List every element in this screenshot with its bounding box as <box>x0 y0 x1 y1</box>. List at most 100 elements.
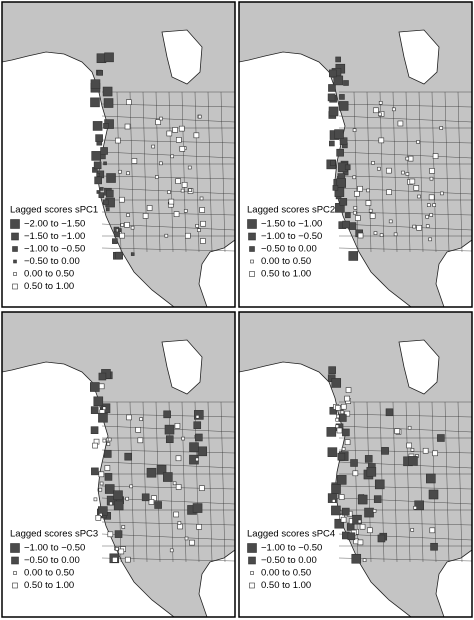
site-marker <box>330 160 336 166</box>
site-marker <box>407 425 412 430</box>
site-marker <box>112 238 118 244</box>
site-marker <box>377 166 381 171</box>
site-marker <box>366 467 377 477</box>
hudson-bay <box>161 29 203 85</box>
site-marker <box>341 447 346 451</box>
site-marker <box>131 158 138 164</box>
site-marker <box>126 171 130 176</box>
site-marker <box>378 112 382 117</box>
site-marker <box>336 414 340 419</box>
site-marker <box>394 428 401 434</box>
site-marker <box>328 84 336 92</box>
border-line <box>155 91 161 253</box>
site-marker <box>98 372 107 381</box>
border-line <box>392 91 398 253</box>
site-marker <box>163 410 171 419</box>
site-marker <box>130 252 135 256</box>
site-marker <box>401 170 405 175</box>
border-line <box>353 401 359 563</box>
site-marker <box>130 225 135 230</box>
site-marker <box>98 192 105 198</box>
site-marker <box>345 212 351 219</box>
map-area <box>239 312 472 617</box>
site-marker <box>336 148 344 157</box>
site-marker <box>197 228 201 232</box>
site-marker <box>118 169 122 174</box>
site-marker <box>103 450 112 458</box>
site-marker <box>114 530 123 538</box>
legend-swatch <box>247 543 257 553</box>
site-marker <box>347 532 356 541</box>
border-line <box>338 151 472 159</box>
site-marker <box>95 515 102 521</box>
site-marker <box>184 536 189 541</box>
site-marker <box>346 523 355 531</box>
map-panel: Lagged scores sPC1 −2.00 to −1.50−1.50 to… <box>1 1 236 308</box>
site-marker <box>195 457 199 462</box>
site-marker <box>126 414 132 421</box>
site-marker <box>428 194 435 201</box>
site-marker <box>91 151 101 161</box>
site-marker <box>90 426 99 434</box>
site-marker <box>335 56 341 63</box>
site-marker <box>167 190 171 194</box>
site-marker <box>440 191 444 196</box>
site-marker <box>199 485 205 491</box>
site-marker <box>385 408 394 417</box>
site-marker <box>352 470 359 477</box>
site-marker <box>429 527 436 534</box>
border-line <box>142 401 148 563</box>
site-marker <box>417 194 421 199</box>
site-marker <box>189 442 199 452</box>
legend-label: 0.50 to 1.00 <box>24 580 74 591</box>
site-marker <box>342 220 350 229</box>
site-marker <box>124 452 133 461</box>
site-marker <box>334 129 344 139</box>
legend-label: −1.00 to −0.50 <box>24 543 85 554</box>
site-marker <box>193 132 200 139</box>
border-line <box>338 485 472 490</box>
border-line <box>338 425 472 433</box>
legend-swatch <box>13 259 17 264</box>
site-marker <box>439 126 444 130</box>
hudson-bay <box>398 29 440 85</box>
site-marker <box>340 516 347 523</box>
site-marker <box>155 119 161 125</box>
map-area <box>2 2 235 307</box>
legend-title: Lagged scores sPC3 <box>10 529 98 540</box>
site-marker <box>357 519 362 524</box>
legend-title: Lagged scores sPC4 <box>247 529 335 540</box>
border-line <box>457 91 463 253</box>
site-marker <box>437 434 445 442</box>
site-marker <box>93 497 98 502</box>
site-marker <box>338 101 349 111</box>
site-marker <box>353 210 357 215</box>
site-marker <box>344 410 351 417</box>
legend-swatch <box>11 556 19 565</box>
site-marker <box>99 481 104 486</box>
site-marker <box>118 548 125 555</box>
site-marker <box>90 97 100 108</box>
site-marker <box>181 182 188 188</box>
border-line <box>338 413 472 418</box>
site-marker <box>175 178 181 184</box>
site-marker <box>386 167 392 174</box>
border-line <box>405 91 411 253</box>
site-marker <box>126 213 130 217</box>
legend-swatch <box>10 219 20 229</box>
legend-swatch <box>249 246 255 252</box>
legend-label: −1.50 to −1.00 <box>261 219 322 230</box>
border-line <box>405 401 411 563</box>
site-marker <box>166 130 173 137</box>
site-marker <box>327 447 338 457</box>
site-marker <box>175 137 182 143</box>
site-marker <box>107 531 114 538</box>
site-marker <box>335 417 340 422</box>
site-marker <box>104 465 111 471</box>
site-marker <box>414 500 424 511</box>
border-line <box>444 401 450 563</box>
site-marker <box>185 232 191 239</box>
site-marker <box>103 161 107 166</box>
site-marker <box>102 406 107 411</box>
site-marker <box>409 178 416 185</box>
